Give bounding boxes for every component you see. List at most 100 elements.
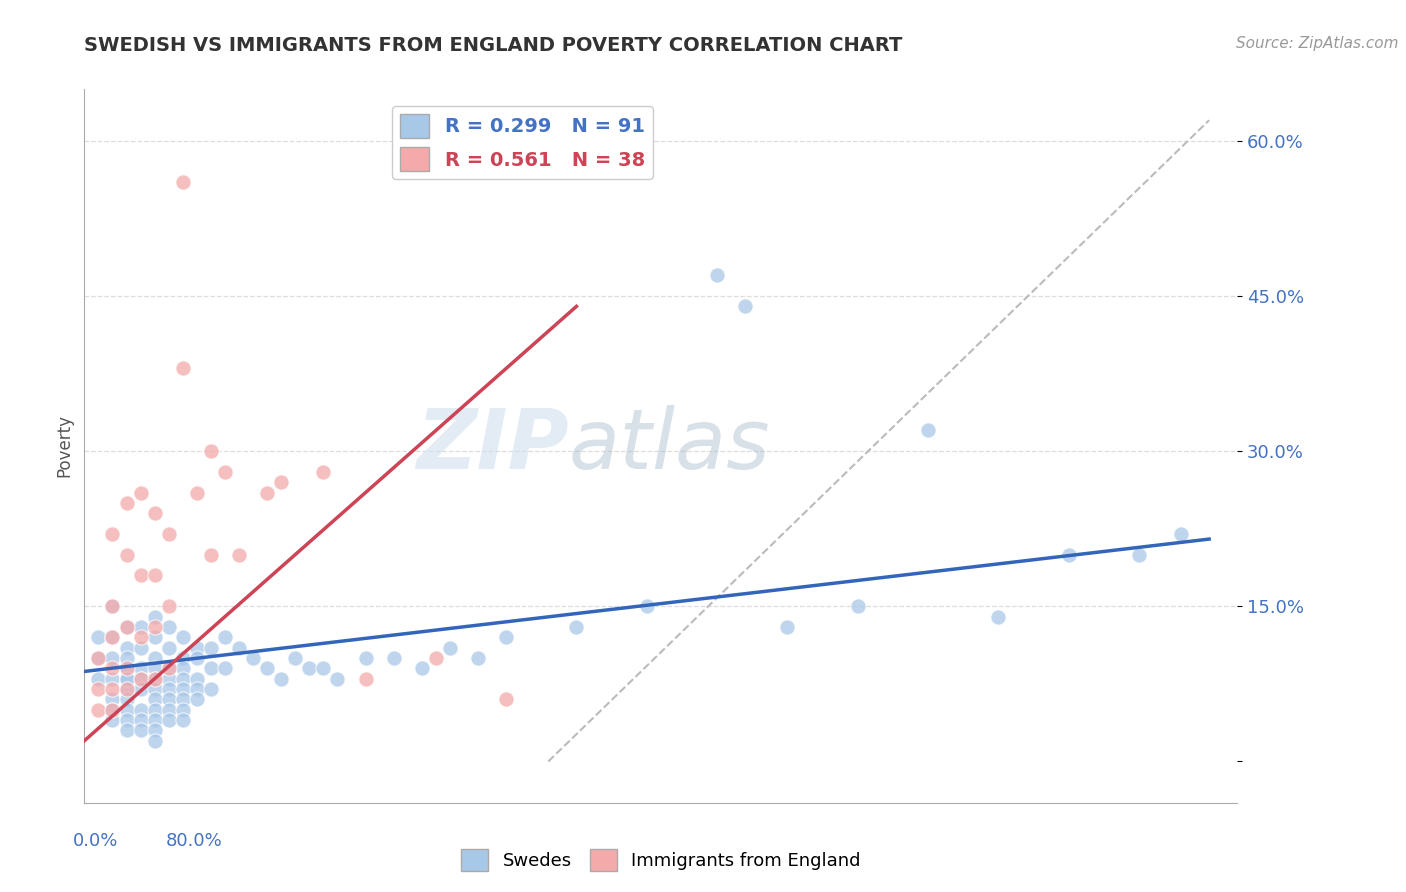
Point: [143, 703, 166, 717]
Point: [256, 661, 278, 675]
Point: [115, 703, 138, 717]
Y-axis label: Poverty: Poverty: [55, 415, 73, 477]
Point: [200, 640, 222, 655]
Point: [143, 661, 166, 675]
Point: [425, 651, 447, 665]
Point: [115, 640, 138, 655]
Point: [129, 681, 152, 696]
Point: [172, 681, 194, 696]
Point: [129, 672, 152, 686]
Point: [143, 651, 166, 665]
Point: [87, 630, 110, 644]
Point: [115, 723, 138, 738]
Point: [143, 620, 166, 634]
Point: [115, 620, 138, 634]
Point: [200, 444, 222, 458]
Point: [284, 651, 307, 665]
Point: [228, 548, 250, 562]
Point: [706, 268, 728, 283]
Point: [129, 723, 152, 738]
Point: [129, 703, 152, 717]
Point: [115, 661, 138, 675]
Point: [157, 672, 180, 686]
Point: [143, 713, 166, 727]
Text: Source: ZipAtlas.com: Source: ZipAtlas.com: [1236, 36, 1399, 51]
Point: [157, 527, 180, 541]
Point: [228, 640, 250, 655]
Point: [270, 672, 292, 686]
Point: [101, 661, 124, 675]
Point: [298, 661, 321, 675]
Point: [312, 465, 335, 479]
Point: [157, 661, 180, 675]
Point: [270, 475, 292, 490]
Point: [917, 424, 939, 438]
Point: [411, 661, 433, 675]
Point: [565, 620, 588, 634]
Point: [354, 651, 377, 665]
Point: [172, 692, 194, 706]
Point: [87, 651, 110, 665]
Point: [157, 681, 180, 696]
Text: 80.0%: 80.0%: [166, 831, 222, 849]
Point: [172, 651, 194, 665]
Text: ZIP: ZIP: [416, 406, 568, 486]
Point: [172, 630, 194, 644]
Point: [186, 485, 208, 500]
Point: [186, 692, 208, 706]
Point: [172, 703, 194, 717]
Point: [439, 640, 461, 655]
Point: [101, 630, 124, 644]
Point: [987, 609, 1010, 624]
Point: [143, 672, 166, 686]
Point: [143, 692, 166, 706]
Point: [101, 692, 124, 706]
Point: [354, 672, 377, 686]
Point: [186, 681, 208, 696]
Point: [495, 692, 517, 706]
Point: [115, 672, 138, 686]
Point: [115, 681, 138, 696]
Point: [172, 361, 194, 376]
Point: [101, 681, 124, 696]
Point: [157, 599, 180, 614]
Point: [129, 640, 152, 655]
Point: [186, 672, 208, 686]
Point: [734, 299, 756, 313]
Point: [115, 548, 138, 562]
Point: [115, 651, 138, 665]
Point: [157, 703, 180, 717]
Point: [129, 620, 152, 634]
Point: [846, 599, 869, 614]
Point: [87, 651, 110, 665]
Point: [1057, 548, 1080, 562]
Point: [101, 527, 124, 541]
Point: [214, 630, 236, 644]
Point: [101, 703, 124, 717]
Point: [157, 692, 180, 706]
Point: [636, 599, 658, 614]
Point: [143, 672, 166, 686]
Text: 0.0%: 0.0%: [73, 831, 118, 849]
Point: [115, 681, 138, 696]
Point: [101, 713, 124, 727]
Point: [214, 661, 236, 675]
Point: [115, 496, 138, 510]
Point: [143, 609, 166, 624]
Point: [115, 661, 138, 675]
Point: [214, 465, 236, 479]
Legend: R = 0.299   N = 91, R = 0.561   N = 38: R = 0.299 N = 91, R = 0.561 N = 38: [392, 106, 652, 178]
Point: [129, 568, 152, 582]
Point: [172, 672, 194, 686]
Point: [312, 661, 335, 675]
Text: SWEDISH VS IMMIGRANTS FROM ENGLAND POVERTY CORRELATION CHART: SWEDISH VS IMMIGRANTS FROM ENGLAND POVER…: [84, 36, 903, 54]
Text: atlas: atlas: [568, 406, 770, 486]
Point: [1128, 548, 1150, 562]
Point: [129, 661, 152, 675]
Point: [87, 672, 110, 686]
Point: [326, 672, 349, 686]
Point: [186, 640, 208, 655]
Point: [143, 723, 166, 738]
Point: [129, 485, 152, 500]
Point: [200, 661, 222, 675]
